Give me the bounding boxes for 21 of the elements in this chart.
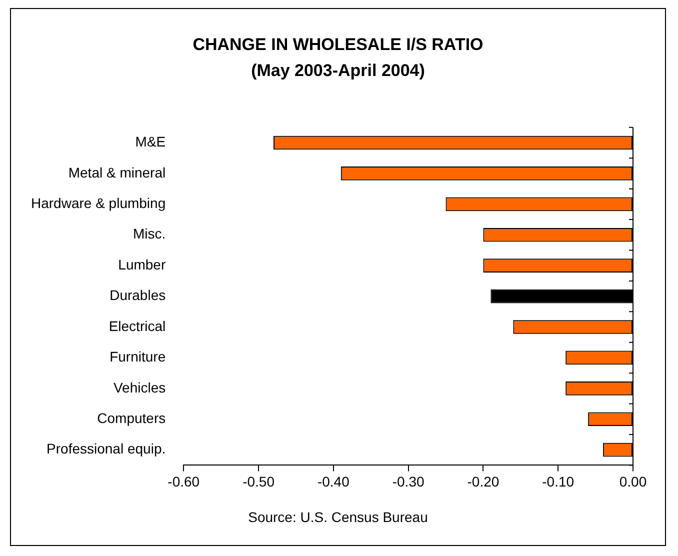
- y-tick-label: Hardware & plumbing: [30, 195, 166, 212]
- x-tick-label: -0.50: [242, 473, 275, 490]
- chart-subtitle: (May 2003-April 2004): [250, 61, 426, 81]
- y-tick-label: Computers: [97, 410, 166, 426]
- y-tick-label: Misc.: [132, 226, 166, 242]
- y-tick-label: Furniture: [110, 348, 166, 365]
- x-tick-label: -0.20: [467, 473, 500, 490]
- x-tick-label: -0.60: [168, 473, 200, 490]
- y-tick-label: M&E: [135, 134, 166, 150]
- y-tick-label: Metal & mineral: [68, 164, 166, 180]
- x-tick-label: -0.40: [317, 473, 350, 490]
- x-tick-label: 0.00: [619, 473, 647, 490]
- y-tick-label: Electrical: [108, 318, 166, 334]
- x-tick-label: -0.30: [392, 473, 424, 490]
- source-note: Source: U.S. Census Bureau: [247, 509, 429, 525]
- y-tick-label: Lumber: [118, 256, 166, 272]
- x-tick-label: -0.10: [542, 473, 574, 490]
- y-tick-label: Vehicles: [113, 379, 166, 396]
- y-tick-label: Durables: [110, 287, 166, 304]
- y-tick-label: Professional equip.: [46, 440, 166, 457]
- chart-title: CHANGE IN WHOLESALE I/S RATIO: [192, 35, 484, 55]
